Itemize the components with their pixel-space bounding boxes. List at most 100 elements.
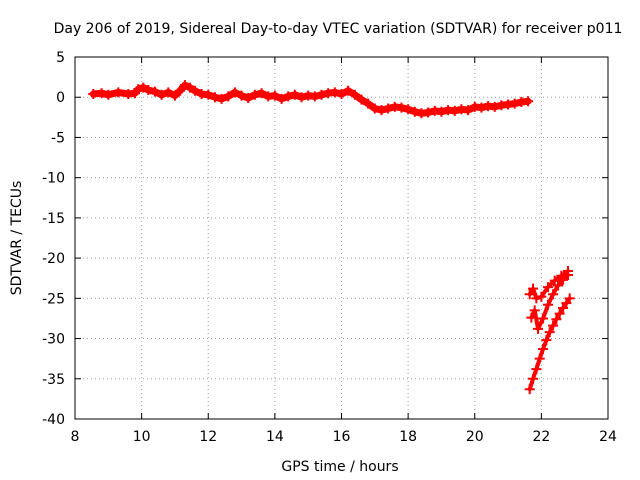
data-point	[174, 85, 185, 96]
data-point	[336, 89, 347, 100]
data-point	[528, 283, 539, 294]
series-trace-b	[526, 270, 574, 334]
y-tick-label: 0	[56, 90, 65, 106]
data-point	[548, 320, 559, 331]
data-point	[349, 89, 360, 100]
data-point	[309, 91, 320, 102]
y-tick-label: 5	[56, 50, 65, 66]
data-point	[249, 89, 260, 100]
data-point	[533, 323, 544, 334]
x-tick-label: 16	[333, 429, 351, 445]
data-point	[203, 89, 214, 100]
data-point	[449, 105, 460, 116]
data-point	[553, 280, 564, 291]
data-point	[163, 87, 174, 98]
x-tick-label: 8	[71, 429, 80, 445]
x-tick-label: 24	[599, 429, 617, 445]
data-point	[558, 274, 569, 285]
x-axis-label: GPS time / hours	[281, 459, 398, 475]
data-point	[526, 312, 537, 323]
series-main-band	[88, 80, 534, 119]
y-axis-label: SDTVAR / TECUs	[9, 181, 25, 296]
data-point	[538, 313, 549, 324]
x-tick-label: 14	[266, 429, 284, 445]
data-point	[403, 104, 414, 115]
data-point	[544, 327, 555, 338]
x-tick-labels: 8 10 12 14 16 18 20 22 24	[71, 429, 617, 445]
data-point	[564, 293, 575, 304]
y-tick-label: -30	[42, 332, 65, 348]
data-point	[551, 314, 562, 325]
data-point	[276, 93, 287, 104]
data-point	[103, 89, 114, 100]
data-point	[243, 93, 254, 104]
data-point	[524, 289, 535, 300]
data-point	[523, 96, 534, 107]
data-point	[113, 87, 124, 98]
x-tick-label: 18	[399, 429, 417, 445]
data-point	[156, 89, 167, 100]
data-point	[283, 91, 294, 102]
y-tick-label: -15	[42, 211, 65, 227]
y-tick-label: -35	[42, 372, 65, 388]
chart-title: Day 206 of 2019, Sidereal Day-to-day VTE…	[54, 21, 623, 37]
data-point	[509, 98, 520, 109]
series-trace-c	[524, 293, 575, 395]
data-point	[548, 289, 559, 300]
data-point	[143, 84, 154, 95]
x-tick-label: 10	[133, 429, 151, 445]
data-point	[229, 87, 240, 98]
data-point	[216, 93, 227, 104]
data-point	[563, 270, 574, 281]
data-point	[169, 90, 180, 101]
plot-frame	[74, 56, 609, 420]
data-point	[269, 90, 280, 101]
data-point	[531, 293, 542, 304]
data-point	[316, 89, 327, 100]
data-point	[296, 92, 307, 103]
data-point	[376, 105, 387, 116]
data-point	[476, 102, 487, 113]
data-point	[289, 89, 300, 100]
data-point	[369, 103, 380, 114]
data-point	[489, 101, 500, 112]
x-tick-label: 22	[532, 429, 550, 445]
data-point	[538, 344, 549, 355]
data-point	[236, 90, 247, 101]
data-point	[409, 106, 420, 117]
data-point	[396, 102, 407, 113]
data-points	[88, 80, 575, 395]
y-tick-labels: 5 0 -5 -10 -15 -20 -25 -30 -35 -40	[42, 50, 65, 428]
data-point	[329, 87, 340, 98]
data-point	[423, 107, 434, 118]
x-tick-label: 20	[466, 429, 484, 445]
data-point	[554, 308, 565, 319]
grid	[75, 57, 608, 419]
data-point	[463, 105, 474, 116]
data-point	[223, 91, 234, 102]
data-point	[543, 299, 554, 310]
data-point	[436, 106, 447, 117]
data-point	[356, 94, 367, 105]
x-tick-label: 12	[199, 429, 217, 445]
data-point	[343, 85, 354, 96]
data-point	[96, 88, 107, 99]
data-point	[256, 88, 267, 99]
data-point	[531, 364, 542, 375]
data-point	[383, 103, 394, 114]
data-point	[534, 353, 545, 364]
data-point	[209, 92, 220, 103]
data-point	[149, 86, 160, 97]
data-point	[528, 373, 539, 384]
y-tick-label: -20	[42, 251, 65, 267]
data-point	[529, 305, 540, 316]
data-point	[536, 291, 547, 302]
data-point	[133, 84, 144, 95]
data-point	[524, 384, 535, 395]
data-point	[543, 282, 554, 293]
y-tick-label: -25	[42, 291, 65, 307]
data-point	[189, 85, 200, 96]
y-tick-label: -5	[51, 130, 65, 146]
data-point	[363, 98, 374, 109]
